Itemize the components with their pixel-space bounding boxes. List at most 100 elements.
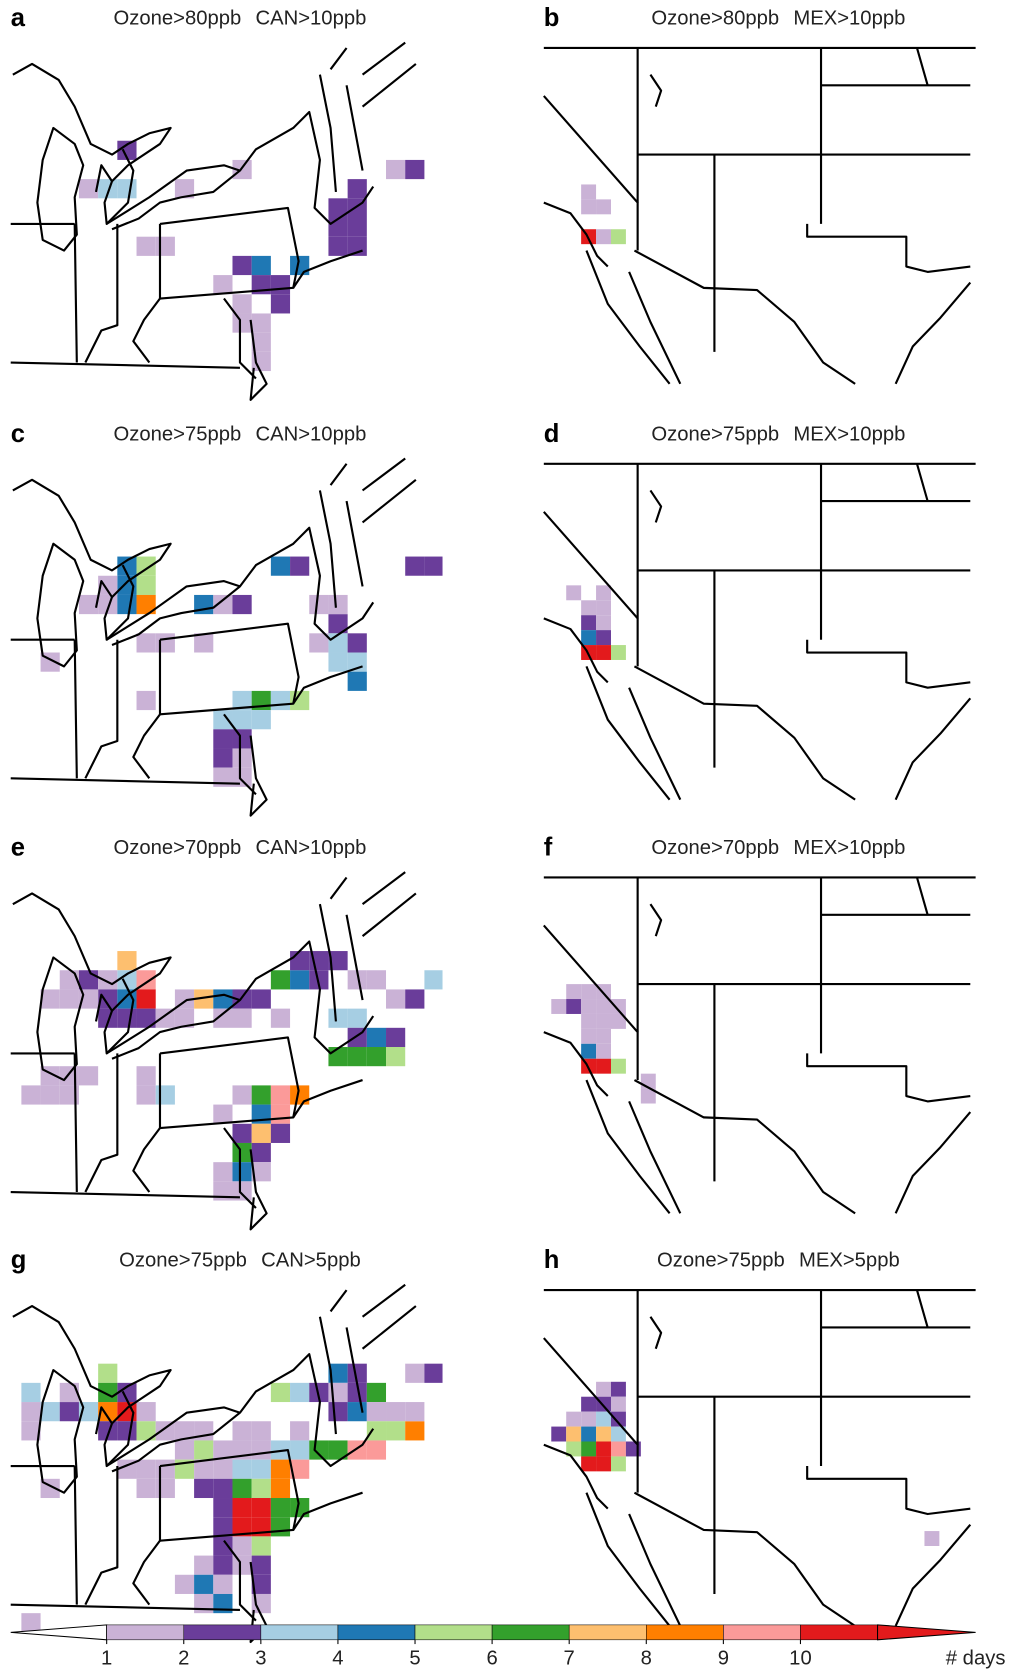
grid-cell [309,633,329,653]
grid-cell [174,1008,195,1028]
grid-cell [78,594,99,615]
grid-cell [328,1008,348,1028]
grid-cell [328,633,348,653]
grid-cell [232,255,252,276]
grid-cell [596,1411,611,1427]
grid-cell [270,1498,291,1518]
grid-cell [290,1382,310,1403]
grid-cell [213,748,233,768]
grid-cell [117,179,137,199]
grid-cell [596,1441,611,1457]
colorbar-tick-label: 2 [178,1647,189,1669]
grid-cell [347,1382,367,1403]
panel-title: Ozone>75ppb CAN>10ppb [114,423,367,445]
grid-cell [213,1498,233,1518]
grid-cell [290,1459,310,1479]
grid-cell [59,1402,79,1422]
map-panel: b Ozone>80ppb MEX>10ppb [542,4,977,385]
grid-cell [610,1381,626,1397]
grid-cell [40,989,60,1009]
grid-cell [328,1363,348,1383]
grid-cell [136,594,156,615]
grid-cell [328,198,348,218]
grid-cell [596,600,611,616]
panel-letter: b [544,4,560,32]
grid-cell [581,984,597,1000]
grid-cell [596,1426,611,1442]
grid-cell [155,236,175,256]
panel-letter: h [544,1246,560,1274]
map-panel: g Ozone>75ppb CAN>5ppb [9,1246,443,1644]
grid-cell [581,1456,597,1472]
grid-cell [610,1396,626,1412]
grid-cell [174,179,195,199]
grid-cell [213,1459,233,1479]
panel-title: Ozone>75ppb CAN>5ppb [119,1250,361,1272]
grid-cell [213,1574,233,1594]
grid-cell [566,1411,582,1427]
grid-cell [405,1402,425,1422]
grid-cell [155,1459,175,1479]
grid-cell [21,1402,41,1422]
panel-title: Ozone>70ppb CAN>10ppb [114,837,367,859]
grid-cell [213,989,233,1009]
grid-cell [290,1440,310,1460]
grid-cell [328,594,348,615]
grid-cell [213,1555,233,1575]
grid-cell [98,179,118,199]
cells [566,585,626,660]
grid-cell [347,1363,367,1383]
grid-cell [596,615,611,631]
grid-cell [596,1043,611,1059]
grid-cell [596,1028,611,1044]
grid-cell [232,1517,252,1537]
grid-cell [251,1574,271,1594]
cells [21,1363,443,1632]
grid-cell [155,1421,175,1441]
grid-cell [309,594,329,615]
grid-cell [405,989,425,1009]
grid-cell [328,652,348,672]
grid-cell [78,970,99,990]
grid-cell [98,1402,118,1422]
colorbar: # days 1 2 3 4 5 6 7 8 9 10 [10,1624,1006,1669]
grid-cell [251,1162,271,1182]
grid-cell [270,1478,291,1499]
grid-cell [117,1008,137,1028]
grid-cell [581,1411,597,1427]
panels: a Ozone>80ppb CAN>10ppb b Ozone>80ppb MEX>1… [9,4,977,1644]
grid-cell [309,1440,329,1460]
grid-cell [78,1066,99,1086]
grid-cell [366,1402,387,1422]
grid-cell [98,1008,118,1028]
grid-cell [610,1058,626,1074]
grid-cell [59,1085,79,1105]
grid-cell [251,1498,271,1518]
colorbar-segment [800,1624,878,1641]
grid-cell [270,1123,291,1143]
grid-cell [347,179,367,199]
grid-cell [596,1456,611,1472]
grid-cell [581,1441,597,1457]
grid-cell [78,179,99,199]
grid-cell [290,1421,310,1441]
panel-title: Ozone>75ppb MEX>10ppb [651,423,905,445]
grid-cell [194,633,214,653]
grid-cell [328,1047,348,1067]
grid-cell [251,1459,271,1479]
grid-cell [213,1478,233,1499]
grid-cell [59,970,79,990]
grid-cell [136,236,156,256]
grid-cell [232,1181,252,1201]
grid-cell [194,1440,214,1460]
grid-cell [21,1085,41,1105]
grid-cell [232,1162,252,1182]
grid-cell [117,594,137,615]
colorbar-label: # days [946,1647,1006,1669]
grid-cell [581,1426,597,1442]
grid-cell [581,630,597,646]
grid-cell [232,748,252,768]
grid-cell [366,1421,387,1441]
grid-cell [366,1440,387,1460]
colorbar-segment [337,1624,416,1641]
